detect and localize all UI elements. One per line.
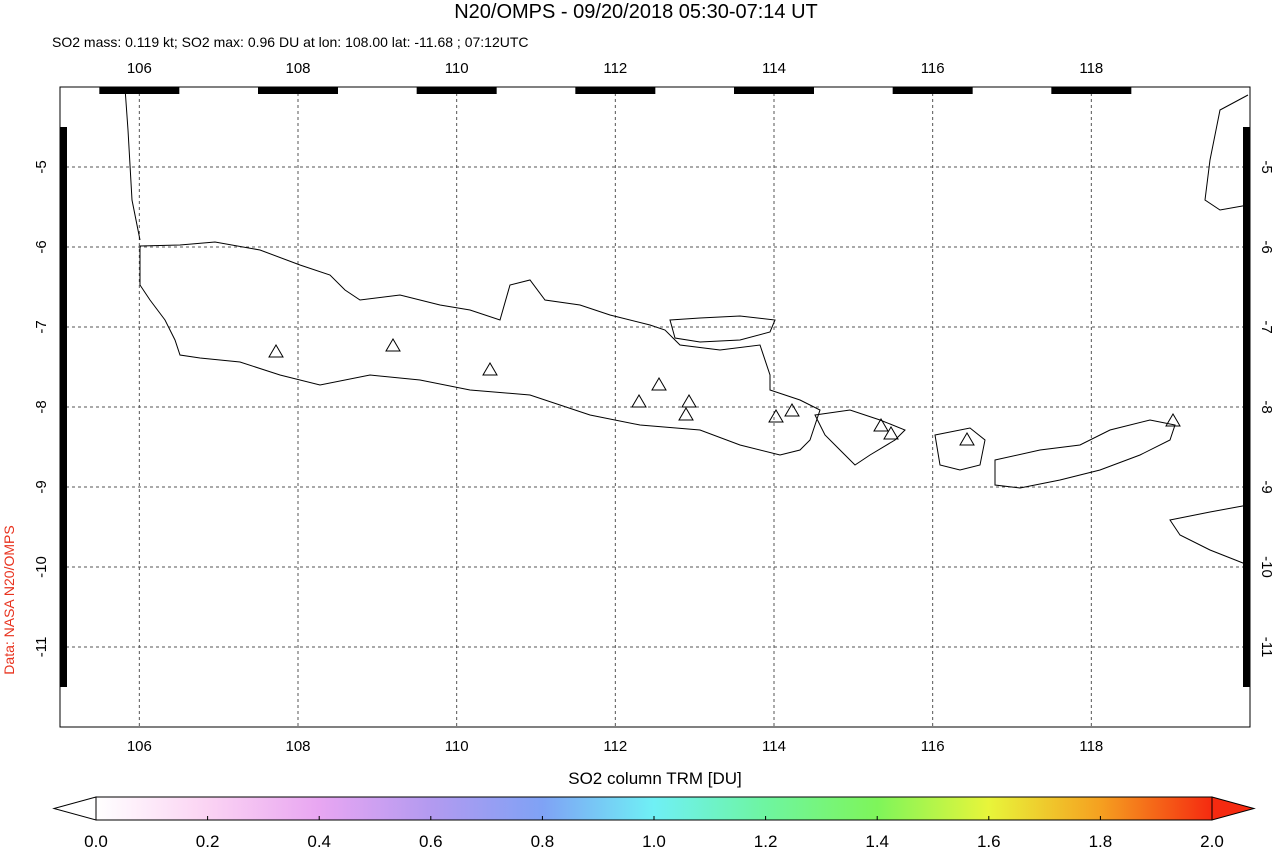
colorbar-tick-label: 1.2	[754, 832, 778, 851]
x-tick-label: 106	[127, 60, 152, 77]
tick-band	[1243, 127, 1250, 207]
tick-band	[1243, 287, 1250, 367]
sumatra-coast	[124, 87, 141, 241]
x-tick-label: 110	[445, 738, 469, 755]
tick-band	[60, 207, 67, 287]
tick-band	[1051, 87, 1132, 94]
colorbar-tick-label: 0.2	[196, 832, 220, 851]
x-tick-label: 112	[603, 738, 627, 755]
tick-band	[416, 87, 497, 94]
y-tick-label: -9	[1258, 480, 1272, 493]
madura-coast	[669, 315, 776, 343]
colorbar-tick-label: 1.4	[865, 832, 889, 851]
colorbar-label: SO2 column TRM [DU]	[568, 769, 742, 788]
tick-band	[60, 287, 67, 367]
sumbawa-coast	[994, 419, 1176, 489]
x-tick-label: 118	[1079, 738, 1103, 755]
tick-band	[60, 607, 67, 687]
tick-band	[1243, 207, 1250, 287]
subtitle: SO2 mass: 0.119 kt; SO2 max: 0.96 DU at …	[52, 34, 529, 50]
tick-band	[99, 87, 180, 94]
x-tick-label: 108	[285, 738, 310, 755]
colorbar-tick-label: 0.6	[419, 832, 443, 851]
x-tick-label: 116	[921, 60, 945, 77]
sumba-coast	[1169, 504, 1249, 566]
y-tick-label: -11	[33, 637, 50, 658]
x-tick-label: 114	[762, 738, 786, 755]
y-tick-label: -8	[1258, 400, 1272, 413]
tick-band	[1243, 367, 1250, 447]
y-tick-label: -7	[1258, 320, 1272, 333]
tick-band	[1243, 607, 1250, 687]
colorbar-tick-label: 2.0	[1200, 832, 1224, 851]
x-tick-label: 112	[603, 60, 627, 77]
colorbar-tick-label: 1.8	[1089, 832, 1113, 851]
y-tick-label: -6	[1258, 240, 1272, 253]
borneo-coast	[1204, 94, 1249, 211]
y-tick-label: -8	[33, 400, 50, 413]
y-tick-label: -6	[33, 240, 50, 253]
y-tick-label: -5	[1258, 160, 1272, 173]
tick-band	[734, 87, 814, 94]
y-tick-label: -7	[33, 320, 50, 333]
x-tick-label: 118	[1079, 60, 1103, 77]
tick-band	[892, 87, 973, 94]
x-tick-label: 116	[921, 738, 945, 755]
tick-band	[60, 127, 67, 207]
source-label: Data: NASA N20/OMPS	[1, 525, 17, 674]
coastline	[124, 87, 1249, 566]
x-tick-label: 106	[127, 738, 152, 755]
tick-band	[60, 447, 67, 527]
colorbar-over-arrow	[1211, 796, 1256, 821]
chart-title: N20/OMPS - 09/20/2018 05:30-07:14 UT	[454, 1, 818, 23]
y-tick-label: -5	[33, 160, 50, 173]
java-coast	[139, 241, 821, 456]
tick-band	[1243, 527, 1250, 607]
colorbar-tick-label: 0.0	[84, 832, 108, 851]
tick-band	[258, 87, 338, 94]
x-tick-label: 114	[762, 60, 786, 77]
colorbar-under-arrow	[52, 796, 97, 821]
tick-band	[1243, 447, 1250, 527]
colorbar-tick-label: 0.4	[307, 832, 331, 851]
colorbar-tick-label: 1.0	[642, 832, 666, 851]
y-tick-label: -9	[33, 480, 50, 493]
volcano-markers	[268, 338, 1181, 446]
bali-coast	[814, 409, 906, 466]
tick-band	[60, 367, 67, 447]
colorbar-tick-label: 0.8	[531, 832, 555, 851]
tick-band	[575, 87, 656, 94]
y-tick-label: -10	[33, 556, 50, 578]
y-tick-label: -11	[1258, 637, 1272, 658]
colorbar-tick-label: 1.6	[977, 832, 1001, 851]
lombok-coast	[934, 427, 986, 471]
x-tick-label: 110	[445, 60, 469, 77]
x-tick-label: 108	[285, 60, 310, 77]
tick-band	[60, 527, 67, 607]
y-tick-label: -10	[1258, 556, 1272, 578]
